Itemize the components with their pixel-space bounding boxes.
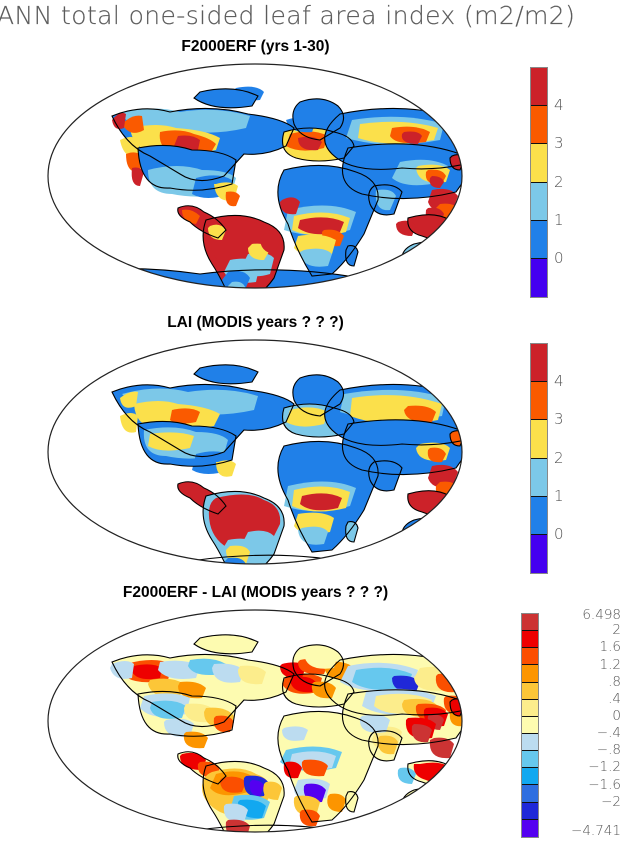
map-coastline-layer [48,634,462,832]
colorbar-seg [531,382,547,421]
panel-title-difference: F2000ERF - LAI (MODIS years ? ? ?) [122,584,389,601]
map-f2000erf [0,58,511,302]
map-difference [0,604,511,846]
colorbar-tick: 0 [554,249,564,267]
colorbar-seg [522,768,538,786]
colorbar-tick: 0 [612,707,621,724]
colorbar-seg [522,751,538,769]
colorbar-seg [522,716,538,734]
colorbar-lai-ticks: 4 3 2 1 0 [554,67,604,296]
colorbar-tick: 0 [554,525,564,543]
map-outline-f2000erf [47,63,463,289]
colorbar-tick: −2 [601,793,621,810]
colorbar-seg [522,648,538,666]
colorbar-tick: 1 [554,486,564,505]
colorbar-seg [522,631,538,649]
colorbar-tick: .4 [608,690,621,707]
colorbar-lai-bar [530,67,548,298]
colorbar-tick: 1.2 [599,656,621,673]
map-svg-f2000erf [47,63,463,289]
colorbar-seg [531,182,547,221]
colorbar-tick: 2 [612,622,621,639]
colorbar-seg [522,614,538,632]
colorbar-seg [522,682,538,700]
colorbar-seg [531,458,547,497]
colorbar-seg [522,802,538,820]
colorbar-seg [531,258,547,298]
colorbar-tick: −1.6 [588,776,621,793]
colorbar-seg [522,785,538,803]
colorbar-seg [531,68,547,107]
colorbar-tick: −.4 [596,725,621,742]
map-outline-modis [47,339,463,565]
page-title: ANN total one-sided leaf area index (m2/… [0,1,576,30]
colorbar-difference-ticks: 6.498 2 1.6 1.2 .8 .4 0 −.4 −.8 −1.2 −1.… [539,607,621,839]
map-modis [0,334,511,578]
colorbar-tick: 1.6 [599,639,621,656]
colorbar-tick: 2 [554,448,564,467]
colorbar-seg [531,496,547,535]
panel-f2000erf: F2000ERF (yrs 1-30) [0,34,511,302]
colorbar-tick: 1 [554,210,564,229]
colorbar-tick: 2 [554,172,564,191]
colorbar-lai-modis-ticks: 4 3 2 1 0 [554,343,604,572]
colorbar-seg [531,344,547,383]
colorbar-difference-bar [521,613,539,838]
colorbar-seg [531,144,547,183]
colorbar-difference[interactable]: 6.498 2 1.6 1.2 .8 .4 0 −.4 −.8 −1.2 −1.… [521,607,621,839]
colorbar-tick: 6.498 [582,607,621,623]
colorbar-tick: 4 [554,96,564,115]
colorbar-tick: −1.2 [588,759,621,776]
panel-modis: LAI (MODIS years ? ? ?) [0,310,511,578]
map-svg-difference [47,609,463,833]
map-outline-difference [47,609,463,833]
colorbar-seg [522,699,538,717]
colorbar-lai[interactable]: 4 3 2 1 0 [530,67,610,298]
panel-difference: F2000ERF - LAI (MODIS years ? ? ?) [0,580,511,846]
colorbar-seg [531,220,547,259]
map-svg-modis [47,339,463,565]
colorbar-tick: 3 [554,410,564,429]
colorbar-tick: −4.741 [571,823,621,839]
colorbar-lai-modis[interactable]: 4 3 2 1 0 [530,343,610,574]
colorbar-seg [522,819,538,837]
panel-title-f2000erf: F2000ERF (yrs 1-30) [181,38,330,55]
colorbar-seg [531,420,547,459]
colorbar-seg [522,665,538,683]
colorbar-tick: 4 [554,372,564,391]
colorbar-seg [531,534,547,574]
map-fill-layer [110,634,462,832]
colorbar-seg [531,106,547,145]
map-fill-layer [112,364,462,564]
colorbar-tick: .8 [608,673,621,690]
panel-title-modis: LAI (MODIS years ? ? ?) [167,314,344,331]
colorbar-lai-modis-bar [530,343,548,574]
colorbar-seg [522,733,538,752]
colorbar-tick: 3 [554,134,564,153]
colorbar-tick: −.8 [596,742,621,759]
